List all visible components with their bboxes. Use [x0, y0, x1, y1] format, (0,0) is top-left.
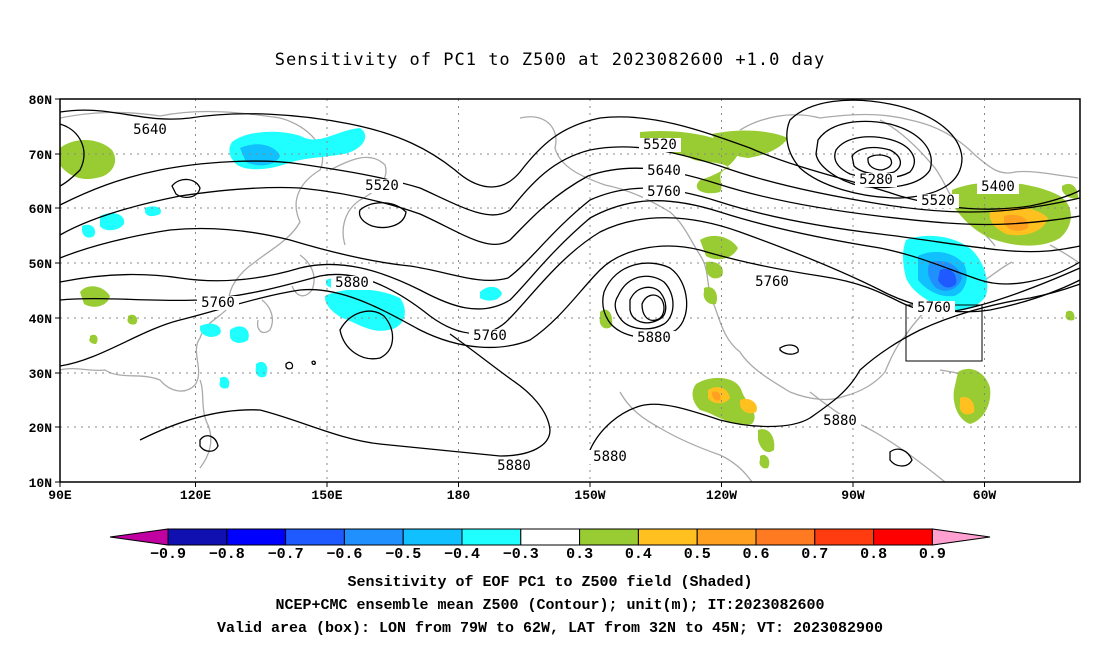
- contour-label: 5880: [497, 458, 531, 474]
- lon-label: 180: [447, 488, 471, 503]
- lat-label: 70N: [29, 148, 52, 163]
- contour-label-bg: [751, 275, 793, 289]
- colorbar-swatch: [402, 528, 463, 546]
- contour-label-bg: [639, 138, 681, 152]
- contour-label-bg: [913, 301, 955, 315]
- colorbar-label: 0.3: [566, 546, 593, 563]
- lon-label: 120E: [180, 488, 211, 503]
- colorbar-swatch: [579, 528, 639, 546]
- colorbar-swatch: [226, 528, 287, 546]
- contour-label: 5880: [593, 449, 627, 465]
- colorbar-swatch: [696, 528, 757, 546]
- colorbar-left-arrow: [109, 528, 169, 546]
- graticule: [60, 99, 1080, 482]
- colorbar-swatch: [755, 528, 816, 546]
- contour-label: 5880: [637, 330, 671, 346]
- colorbar-swatch: [520, 528, 581, 546]
- colorbar-swatch: [814, 528, 875, 546]
- colorbar-label: −0.5: [385, 546, 421, 563]
- lon-label: 90W: [841, 488, 865, 503]
- contour-label-bg: [855, 173, 897, 187]
- colorbar-swatch: [637, 528, 698, 546]
- colorbar-label: 0.7: [801, 546, 828, 563]
- contour-label-bg: [197, 296, 239, 310]
- lat-label: 50N: [29, 257, 52, 272]
- colorbar-label: 0.6: [742, 546, 769, 563]
- contour-label: 5760: [755, 274, 789, 290]
- lat-label: 30N: [29, 367, 52, 382]
- footer-line-2: NCEP+CMC ensemble mean Z500 (Contour); u…: [275, 597, 825, 614]
- colorbar-label: 0.9: [919, 546, 946, 563]
- map-title: Sensitivity of PC1 to Z500 at 2023082600…: [274, 50, 826, 70]
- colorbar-swatch: [461, 528, 522, 546]
- colorbar-label: −0.8: [209, 546, 245, 563]
- colorbar-swatch: [285, 528, 345, 546]
- lon-label: 90E: [48, 488, 72, 503]
- latitude-axis: 80N 70N 60N 50N 40N 30N 20N 10N: [29, 93, 60, 491]
- colorbar-labels: −0.9 −0.8 −0.7 −0.6 −0.5 −0.4 −0.3 0.3 0.4 0.5 0.6…: [150, 546, 946, 563]
- contour-label: 5760: [201, 295, 235, 311]
- colorbar-label: 0.8: [860, 546, 887, 563]
- contour-label-bg: [589, 450, 631, 464]
- lon-label: 150W: [574, 488, 605, 503]
- contour-label: 5880: [335, 275, 369, 291]
- contour-label-bg: [917, 194, 959, 208]
- colorbar-swatch: [167, 528, 228, 546]
- colorbar-swatch: [343, 528, 404, 546]
- contour-label-bg: [977, 180, 1019, 194]
- colorbar-label: −0.7: [268, 546, 304, 563]
- colorbar-label: −0.3: [503, 546, 539, 563]
- colorbar-label: 0.5: [684, 546, 711, 563]
- contour-label: 5520: [643, 137, 677, 153]
- colorbar-label: −0.6: [326, 546, 362, 563]
- contour-label-bg: [129, 123, 171, 137]
- longitude-axis: 90E 120E 150E 180 150W 120W 90W 60W: [48, 482, 996, 503]
- contour-label-bg: [643, 185, 685, 199]
- contour-label-bg: [331, 276, 373, 290]
- contour-label: 5520: [921, 193, 955, 209]
- map-frame: [59, 98, 1081, 483]
- contour-label: 5880: [823, 413, 857, 429]
- contour-label-bg: [469, 329, 511, 343]
- colorbar: [109, 528, 991, 546]
- contour-label: 5640: [647, 163, 681, 179]
- contour-label: 5640: [133, 122, 167, 138]
- contour-label: 5760: [473, 328, 507, 344]
- colorbar-swatch: [873, 528, 933, 546]
- colorbar-label: 0.4: [625, 546, 652, 563]
- footer-line-3: Valid area (box): LON from 79W to 62W, L…: [216, 620, 884, 637]
- lat-label: 20N: [29, 421, 52, 436]
- lat-label: 40N: [29, 312, 52, 327]
- lat-label: 60N: [29, 202, 52, 217]
- colorbar-label: −0.9: [150, 546, 186, 563]
- contour-label-bg: [493, 459, 535, 473]
- contour-label: 5760: [917, 300, 951, 316]
- contour-label-bg: [361, 179, 403, 193]
- lon-label: 150E: [311, 488, 342, 503]
- lon-label: 120W: [706, 488, 737, 503]
- contour-label: 5520: [365, 178, 399, 194]
- contour-label-bg: [819, 414, 861, 428]
- lon-label: 60W: [973, 488, 997, 503]
- contour-label: 5760: [647, 184, 681, 200]
- sensitivity-shading: [60, 128, 1078, 469]
- lat-label: 10N: [29, 476, 52, 491]
- colorbar-right-arrow: [931, 528, 991, 546]
- contour-label-bg: [643, 164, 685, 178]
- contour-label-bg: [633, 331, 675, 345]
- colorbar-label: −0.4: [444, 546, 480, 563]
- lat-label: 80N: [29, 93, 52, 108]
- contour-label: 5400: [981, 179, 1015, 195]
- contour-label: 5280: [859, 172, 893, 188]
- contour-labels: 5640 5520 5520 5640 5760 5280 5400 5520 5880 5760…: [129, 122, 1019, 474]
- footer-line-1: Sensitivity of EOF PC1 to Z500 field (Sh…: [347, 574, 753, 591]
